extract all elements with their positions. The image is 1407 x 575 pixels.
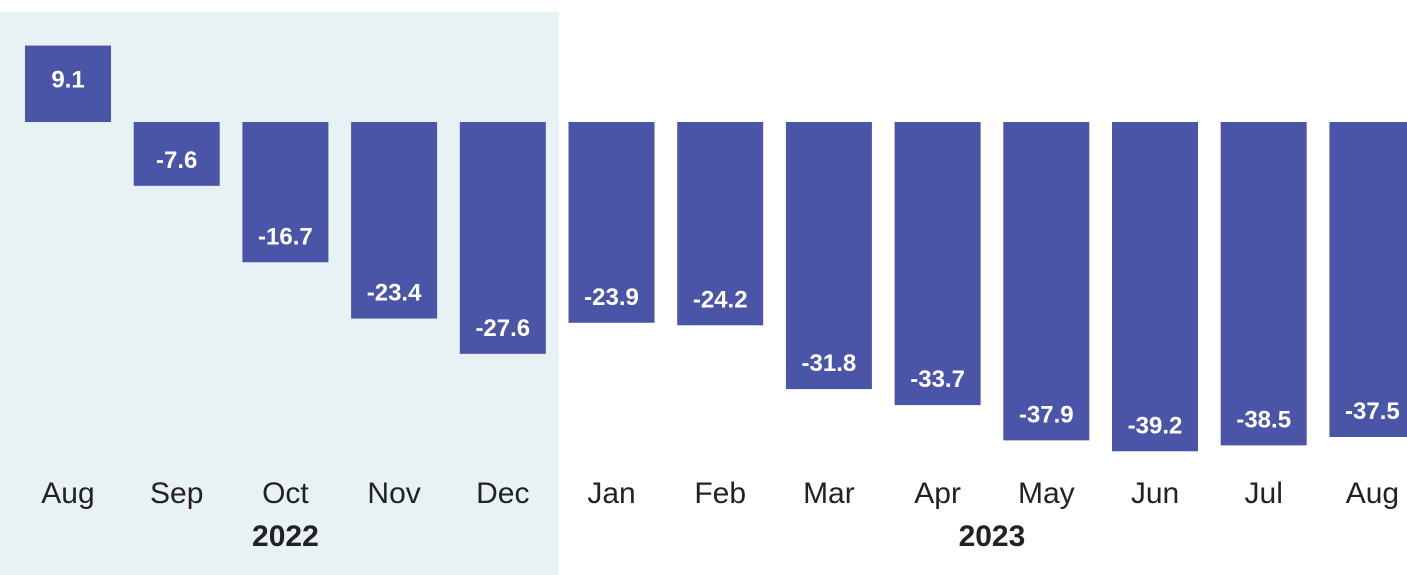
bar-may-9 [1003, 122, 1090, 441]
data-label: -33.7 [910, 366, 965, 393]
data-label: -38.5 [1236, 406, 1291, 433]
x-tick-label: Jul [1245, 477, 1283, 510]
x-tick-label: Sep [150, 477, 203, 510]
data-label: -23.9 [584, 284, 639, 311]
data-label: -39.2 [1128, 412, 1183, 439]
data-label: -31.8 [802, 350, 857, 377]
bar-oct-2 [242, 122, 329, 263]
bar-sep-1 [133, 122, 220, 186]
bar-aug-0 [25, 45, 111, 123]
x-tick-label: Aug [1346, 477, 1399, 510]
x-tick-label: Mar [803, 477, 855, 510]
bars-layer [25, 45, 1407, 452]
x-tick-label: Oct [262, 477, 309, 510]
x-tick-label: Apr [914, 477, 961, 510]
x-tick-label: Jan [587, 477, 635, 510]
bar-jul-11 [1220, 122, 1307, 446]
year-group-label: 2023 [959, 520, 1026, 553]
x-tick-label: Nov [367, 477, 420, 510]
x-tick-label: Jun [1131, 477, 1179, 510]
data-label: -37.9 [1019, 401, 1074, 428]
x-tick-label: Feb [694, 477, 746, 510]
bar-feb-6 [677, 122, 764, 326]
x-tick-label: Aug [41, 477, 94, 510]
bar-aug-12 [1329, 122, 1407, 437]
bar-jun-10 [1112, 122, 1198, 452]
data-label: -24.2 [693, 286, 748, 313]
year-group-label: 2022 [252, 520, 319, 553]
data-label: -7.6 [156, 147, 197, 174]
data-label: -23.4 [367, 280, 422, 307]
bar-mar-7 [785, 122, 872, 390]
x-tick-label: May [1018, 477, 1075, 510]
bar-apr-8 [894, 122, 981, 406]
x-tick-label: Dec [476, 477, 529, 510]
data-label: 9.1 [51, 67, 84, 94]
bar-nov-3 [351, 122, 438, 319]
bar-dec-4 [459, 122, 546, 354]
data-label: -37.5 [1345, 398, 1400, 425]
data-label: -27.6 [475, 315, 530, 342]
data-label: -16.7 [258, 223, 313, 250]
labels-layer: 9.1 Aug -7.6 Sep -16.7 Oct -23.4 Nov -27.6 Dec -23… [41, 67, 1399, 553]
bar-jan-5 [568, 122, 655, 323]
